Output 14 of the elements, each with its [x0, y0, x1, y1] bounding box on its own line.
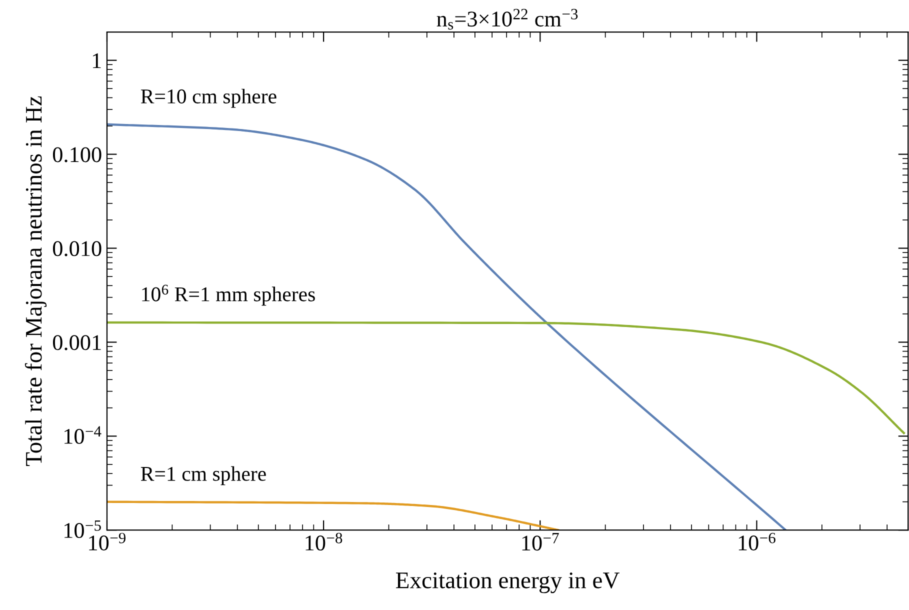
x-tick-label: 10$^{−8}$: [306, 532, 342, 551]
chart-title: n$_{s}$=3×10$^{22}$ cm$^{−3}$: [436, 8, 578, 30]
y-tick-label: 0.010: [52, 241, 102, 256]
y-tick-label: 1: [92, 53, 101, 68]
x-axis-title: Excitation energy in eV: [396, 572, 620, 594]
x-tick-label: 10$^{−6}$: [738, 532, 776, 550]
series-label: R=1 cm sphere: [140, 466, 266, 486]
y-tick-label: 10$^{−4}$: [64, 426, 102, 444]
y-axis-title: Total rate for Majorana neutrinos in Hz: [24, 96, 47, 466]
y-tick-label: 0.100: [52, 147, 102, 162]
series-label: 10$^{6}$ R=1 mm spheres: [142, 284, 315, 306]
x-tick-label: 10$^{−7}$: [522, 533, 559, 551]
series-label: R=10 cm sphere: [140, 88, 276, 108]
y-tick-label: 0.001: [52, 335, 101, 350]
